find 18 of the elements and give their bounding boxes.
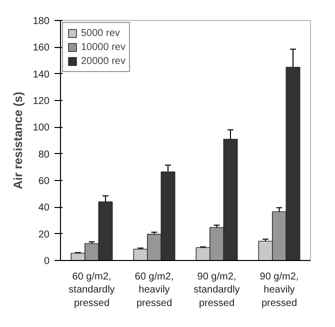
y-tick-label: 100 bbox=[32, 122, 50, 134]
y-tick-label: 140 bbox=[32, 69, 50, 80]
x-tick-label: 90 g/m2, heavily pressed bbox=[260, 272, 299, 309]
y-tick-label: 60 bbox=[38, 176, 50, 187]
legend-label: 10000 rev bbox=[81, 41, 126, 53]
y-tick-label: 80 bbox=[38, 149, 50, 160]
x-tick-label: 90 g/m2, standardly pressed bbox=[194, 272, 240, 309]
legend-label: 5000 rev bbox=[81, 27, 120, 39]
legend-label: 20000 rev bbox=[81, 55, 126, 67]
y-tick-label: 120 bbox=[32, 96, 50, 107]
y-tick-label: 160 bbox=[32, 42, 50, 54]
x-tick-label: 60 g/m2, heavily pressed bbox=[134, 272, 174, 309]
y-tick-label: 20 bbox=[38, 229, 50, 240]
y-tick-label: 180 bbox=[32, 16, 50, 27]
y-tick-label: 40 bbox=[38, 202, 50, 214]
y-tick-label: 0 bbox=[44, 256, 50, 267]
x-tick-label: 60 g/m2, standardly pressed bbox=[68, 272, 115, 309]
y-axis-title: Air resistance (s) bbox=[10, 92, 25, 190]
